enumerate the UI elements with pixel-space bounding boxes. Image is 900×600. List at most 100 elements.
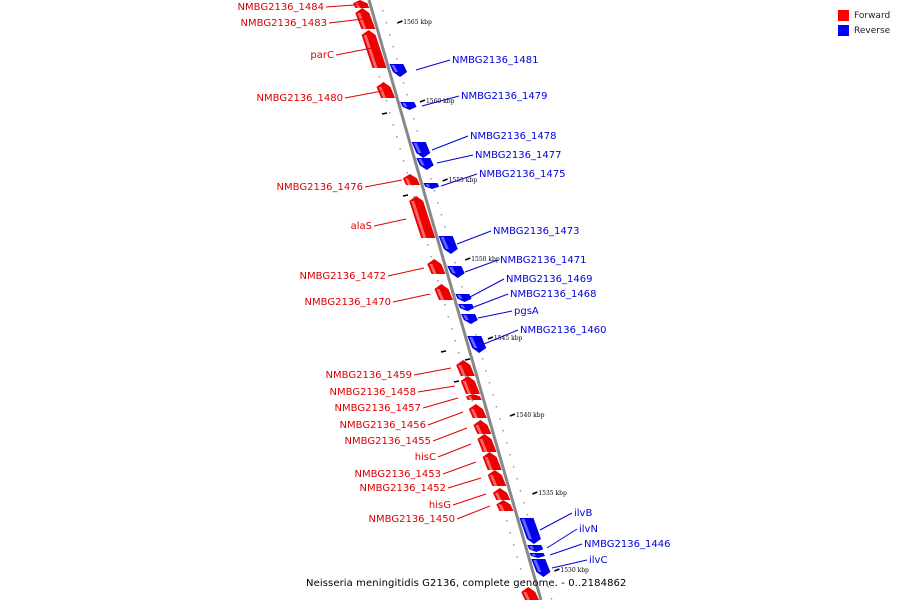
tick-dot <box>519 490 522 492</box>
gene-label-ilvC[interactable]: ilvC <box>589 555 607 566</box>
tick-dot <box>488 382 491 384</box>
leader-line <box>437 443 472 458</box>
tick-dot <box>378 76 381 78</box>
tick-dot <box>454 262 456 264</box>
tick-dot <box>454 340 456 342</box>
gene-feature-g1446[interactable] <box>529 553 545 558</box>
leader-line <box>456 505 491 520</box>
tick-dot <box>416 130 419 132</box>
gene-feature-g1480[interactable] <box>376 82 396 98</box>
leader-line <box>415 59 451 71</box>
gene-highlight <box>462 381 471 394</box>
gene-highlight <box>440 237 449 249</box>
tick-dot <box>389 112 391 114</box>
leader-line <box>335 47 373 56</box>
gene-feature-g1472[interactable] <box>427 259 446 274</box>
gene-label-g1480[interactable]: NMBG2136_1480 <box>257 93 343 104</box>
gene-feature-g1459[interactable] <box>456 360 475 376</box>
tick-label-t1565: 1565 kbp <box>403 19 432 26</box>
gene-highlight <box>411 201 427 238</box>
gene-highlight <box>479 439 488 452</box>
leader-line <box>456 230 492 245</box>
gene-label-g1479[interactable]: NMBG2136_1479 <box>461 91 547 102</box>
gene-feature-g1452[interactable] <box>487 470 507 486</box>
gene-label-parC[interactable]: parC <box>310 50 334 61</box>
gene-label-g1458[interactable]: NMBG2136_1458 <box>330 387 416 398</box>
minor-dash <box>381 112 388 115</box>
tick-dot <box>444 226 446 228</box>
leader-line <box>431 135 469 151</box>
leader-line <box>539 512 573 531</box>
tick-dot <box>495 406 498 408</box>
gene-label-g1468[interactable]: NMBG2136_1468 <box>510 289 596 300</box>
legend: Forward Reverse <box>838 8 890 38</box>
tick-dot <box>506 520 508 522</box>
tick-dot <box>413 196 415 198</box>
leader-line <box>373 218 407 227</box>
gene-label-g1459[interactable]: NMBG2136_1459 <box>326 370 412 381</box>
leader-line <box>551 559 588 569</box>
gene-label-hisC[interactable]: hisC <box>415 452 436 463</box>
genome-caption: Neisseria meningitidis G2136, complete g… <box>306 578 627 589</box>
gene-label-g1475[interactable]: NMBG2136_1475 <box>479 169 565 180</box>
tick-dot <box>516 556 518 558</box>
legend-reverse-label: Reverse <box>854 25 891 36</box>
gene-highlight <box>458 365 466 376</box>
leader-line <box>387 267 425 277</box>
leader-line <box>546 528 578 549</box>
gene-feature-g1475[interactable] <box>423 183 440 189</box>
gene-label-g1453[interactable]: NMBG2136_1453 <box>355 469 441 480</box>
tick-dot <box>547 586 549 588</box>
gene-feature-g1458[interactable] <box>460 376 480 394</box>
leader-line <box>452 493 487 506</box>
gene-label-g1471[interactable]: NMBG2136_1471 <box>500 255 586 266</box>
tick-dot <box>512 466 515 468</box>
gene-label-g1472[interactable]: NMBG2136_1472 <box>300 271 386 282</box>
tick-dot <box>509 532 512 534</box>
gene-label-g1484[interactable]: NMBG2136_1484 <box>238 2 324 13</box>
gene-label-g1460[interactable]: NMBG2136_1460 <box>520 325 606 336</box>
gene-label-ilvB[interactable]: ilvB <box>574 508 592 519</box>
minor-dash <box>453 380 460 383</box>
tick-dot <box>413 118 415 120</box>
tick-dot <box>451 328 453 330</box>
gene-label-g1456[interactable]: NMBG2136_1456 <box>340 420 426 431</box>
gene-label-g1455[interactable]: NMBG2136_1455 <box>345 436 431 447</box>
gene-label-g1446[interactable]: NMBG2136_1446 <box>584 539 670 550</box>
gene-label-hisG[interactable]: hisG <box>429 500 451 511</box>
gene-label-g1470[interactable]: NMBG2136_1470 <box>305 297 391 308</box>
tick-dot <box>485 370 487 372</box>
gene-label-g1478[interactable]: NMBG2136_1478 <box>470 131 556 142</box>
gene-labels: NMBG2136_1484 NMBG2136_1483 parC NMBG2136_1… <box>238 2 670 569</box>
gene-feature-g1470[interactable] <box>434 284 453 300</box>
tick-dot <box>437 280 439 282</box>
leader-line <box>427 411 464 426</box>
gene-label-g1477[interactable]: NMBG2136_1477 <box>475 150 561 161</box>
tick-dot <box>461 286 463 288</box>
leader-line <box>447 477 482 489</box>
leader-line <box>469 278 505 298</box>
leader-line <box>464 259 499 273</box>
gene-label-g1450[interactable]: NMBG2136_1450 <box>369 514 455 525</box>
tick-dot <box>406 172 408 174</box>
gene-label-g1469[interactable]: NMBG2136_1469 <box>506 274 592 285</box>
gene-highlight <box>378 87 387 98</box>
gene-label-pgsA[interactable]: pgsA <box>514 306 539 317</box>
gene-highlight <box>418 159 425 166</box>
major-tick-mark <box>554 568 560 572</box>
tick-label-t1555: 1555 kbp <box>449 177 478 184</box>
gene-label-g1457[interactable]: NMBG2136_1457 <box>335 403 421 414</box>
gene-label-g1476[interactable]: NMBG2136_1476 <box>277 182 363 193</box>
gene-label-alaS[interactable]: alaS <box>351 221 372 232</box>
gene-feature-g1453[interactable] <box>482 452 502 470</box>
gene-label-ilvN[interactable]: ilvN <box>579 524 598 535</box>
gene-label-g1473[interactable]: NMBG2136_1473 <box>493 226 579 237</box>
gene-label-g1452[interactable]: NMBG2136_1452 <box>360 483 446 494</box>
gene-label-g1481[interactable]: NMBG2136_1481 <box>452 55 538 66</box>
gene-label-g1483[interactable]: NMBG2136_1483 <box>241 18 327 29</box>
gene-feature-hisC[interactable] <box>477 434 497 452</box>
forward-swatch-icon <box>838 10 849 21</box>
major-tick-mark <box>419 99 426 103</box>
tick-dot <box>516 478 518 480</box>
